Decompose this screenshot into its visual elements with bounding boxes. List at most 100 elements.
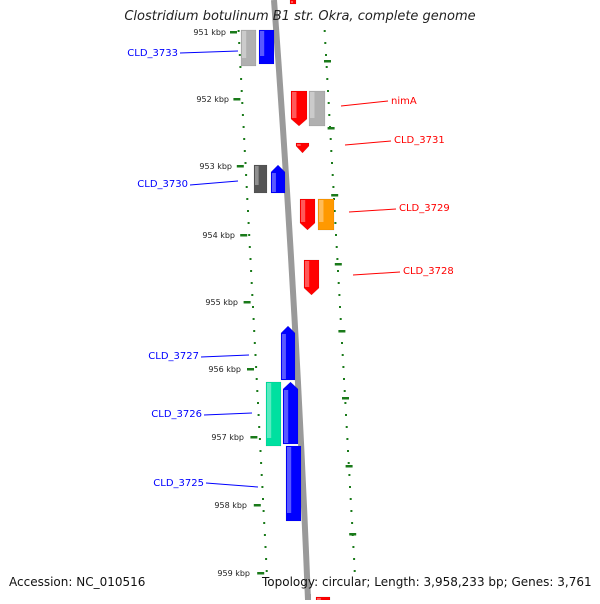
right-track-dot [324, 42, 327, 44]
gene-label-CLD_3726[interactable]: CLD_3726 [151, 409, 202, 420]
tick-label: 952 kbp [196, 95, 229, 104]
left-track-dot [243, 150, 246, 152]
gene-features [240, 0, 335, 601]
tick-mark [236, 165, 244, 168]
left-track-dot [258, 438, 261, 440]
gene-label-CLD_3729[interactable]: CLD_3729 [399, 203, 450, 214]
left-track-dot [247, 210, 249, 212]
gene-CLD_3725 [285, 445, 302, 522]
right-track-dot [341, 342, 343, 344]
tick-label: 957 kbp [211, 433, 244, 442]
gene-top-fragment [289, 0, 297, 5]
left-track-dot [260, 474, 263, 476]
right-track-dot [337, 282, 340, 284]
gene-label-leader [344, 140, 392, 146]
left-track-dot [240, 78, 243, 80]
gene-label-CLD_3727[interactable]: CLD_3727 [148, 351, 199, 362]
right-track-dot [351, 522, 354, 524]
left-track-dot [261, 486, 264, 488]
gray-gene-feature [240, 29, 257, 67]
left-track-dot [252, 318, 255, 320]
gene-label-CLD_3730[interactable]: CLD_3730 [137, 179, 188, 190]
left-track-dot [262, 498, 264, 500]
right-track-dot [327, 90, 329, 92]
left-track-dot [242, 126, 245, 128]
right-track-dot [335, 246, 338, 248]
gene-labels: CLD_3733 nimA CLD_3731 CLD_3730 CLD_3729 CLD_… [127, 48, 453, 489]
gene-label-CLD_3731[interactable]: CLD_3731 [394, 135, 445, 146]
right-track-dot [346, 438, 349, 440]
tick-label: 951 kbp [193, 28, 226, 37]
right-track-dot [329, 138, 332, 140]
gene-label-leader [200, 354, 250, 358]
gene-label-nimA[interactable]: nimA [391, 96, 417, 107]
right-track-dot [339, 306, 341, 308]
teal-gene-feature [265, 381, 282, 447]
gene-label-CLD_3728[interactable]: CLD_3728 [403, 266, 454, 277]
gene-label-leader [352, 271, 401, 276]
gene-CLD_3729 [299, 198, 316, 231]
right-track-dot [334, 222, 337, 224]
tick-label: 956 kbp [208, 365, 241, 374]
gene-nimA-highlight [292, 92, 297, 118]
right-track-dot [331, 162, 333, 164]
left-track-dot [252, 306, 254, 308]
left-track-dot [264, 546, 267, 548]
gene-CLD_3728-highlight [305, 261, 310, 287]
right-track-dot [328, 114, 331, 116]
right-track-dot [345, 426, 348, 428]
tick-mark [324, 60, 331, 63]
right-track-dot [353, 558, 356, 560]
orange-gene-feature-highlight [319, 200, 324, 222]
tick-mark [327, 127, 335, 130]
right-track-dot [353, 570, 356, 572]
tick-mark [247, 368, 254, 371]
left-track-dot [263, 534, 266, 536]
left-track-dot [265, 570, 268, 572]
left-track-dot [248, 234, 251, 236]
gene-CLD_3725-highlight [287, 447, 292, 513]
gene-label-CLD_3733[interactable]: CLD_3733 [127, 48, 178, 59]
gene-label-leader [348, 208, 397, 213]
map-title: Clostridium botulinum B1 str. Okra, comp… [124, 9, 476, 24]
gene-CLD_3727 [280, 325, 296, 381]
tick-mark [257, 572, 265, 575]
tick-mark [338, 330, 346, 333]
left-track-dot [259, 450, 262, 452]
dotted-tracks [237, 30, 356, 572]
topology-text: Topology: circular; Length: 3,958,233 bp… [262, 575, 592, 589]
gene-top-fragment-highlight [291, 1, 293, 3]
gene-label-leader [340, 100, 389, 107]
right-track-dot [335, 234, 337, 236]
tick-mark [250, 436, 258, 439]
teal-gene-feature-highlight [267, 383, 272, 438]
gene-CLD_3731-highlight [297, 144, 301, 146]
left-track-dot [245, 174, 248, 176]
right-track-dot [338, 294, 341, 296]
left-track-dot [241, 114, 244, 116]
gene-nimA [290, 90, 308, 127]
right-track-dot [327, 102, 330, 104]
right-track-dot [326, 78, 329, 80]
tick-mark [230, 31, 237, 34]
gene-CLD_3729-highlight [301, 200, 306, 222]
gray-gene-feature-highlight [242, 31, 247, 58]
backbone-fragment [305, 594, 311, 600]
gene-label-CLD_3725[interactable]: CLD_3725 [153, 478, 204, 489]
right-track-dot [342, 366, 345, 368]
right-track-dot [325, 54, 327, 56]
left-track-dot [247, 222, 250, 224]
tick-mark [233, 98, 241, 101]
left-track-dot [265, 558, 268, 560]
tick-mark [345, 465, 353, 468]
left-track-dot [249, 258, 252, 260]
left-track-dot [251, 294, 254, 296]
tick-mark [331, 194, 339, 197]
gene-CLD_3733-highlight [260, 31, 265, 56]
gray-gene-feature [308, 90, 326, 127]
gene-CLD_3730-highlight [272, 173, 276, 192]
left-track-dot [253, 342, 256, 344]
right-track-dot [349, 498, 352, 500]
